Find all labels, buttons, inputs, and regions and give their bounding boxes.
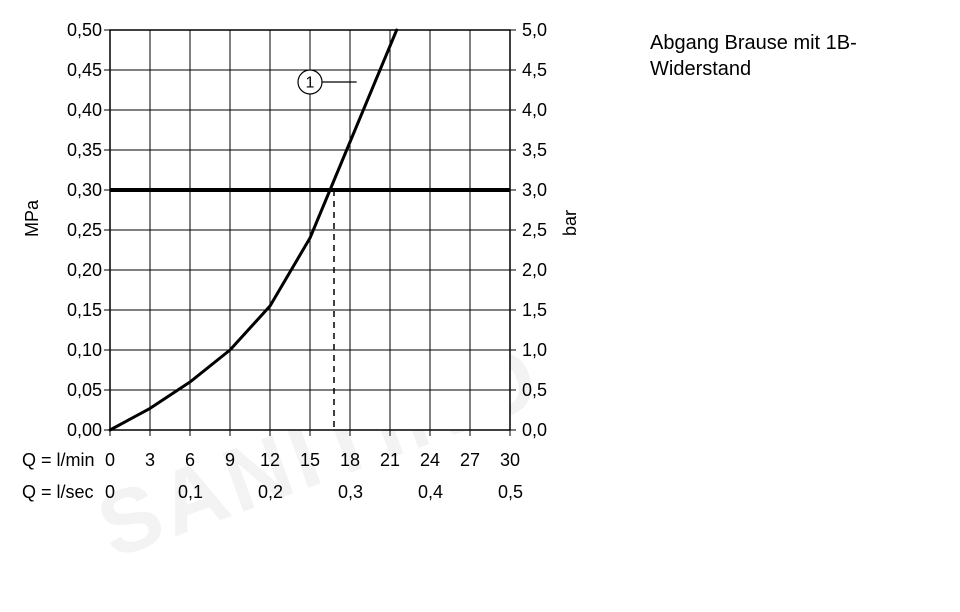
y-right-tick: 4,5 (522, 60, 572, 81)
legend-line1: Abgang Brause mit 1B- (650, 32, 857, 54)
x-lsec-tick: 0,2 (258, 482, 283, 503)
y-right-tick: 5,0 (522, 20, 572, 41)
x-lmin-tick: 12 (260, 450, 280, 471)
y-left-tick: 0,30 (52, 180, 102, 201)
y-left-tick: 0,45 (52, 60, 102, 81)
y-left-tick: 0,20 (52, 260, 102, 281)
x-lmin-tick: 6 (185, 450, 195, 471)
x-lmin-tick: 21 (380, 450, 400, 471)
y-right-unit: bar (560, 210, 581, 236)
x-lsec-tick: 0,3 (338, 482, 363, 503)
y-left-unit: MPa (22, 200, 43, 237)
x-lmin-tick: 15 (300, 450, 320, 471)
x-lsec-tick: 0 (105, 482, 115, 503)
x-lmin-label: Q = l/min (22, 450, 95, 471)
x-lmin-tick: 24 (420, 450, 440, 471)
y-left-tick: 0,00 (52, 420, 102, 441)
x-lmin-tick: 27 (460, 450, 480, 471)
y-right-tick: 3,0 (522, 180, 572, 201)
y-left-tick: 0,15 (52, 300, 102, 321)
y-right-tick: 0,0 (522, 420, 572, 441)
x-lmin-tick: 0 (105, 450, 115, 471)
legend-line2: Widerstand (650, 58, 751, 80)
flow-pressure-chart: SANITINO1 (0, 0, 960, 612)
y-right-tick: 3,5 (522, 140, 572, 161)
x-lmin-tick: 30 (500, 450, 520, 471)
y-left-tick: 0,25 (52, 220, 102, 241)
x-lsec-tick: 0,1 (178, 482, 203, 503)
x-lsec-label: Q = l/sec (22, 482, 94, 503)
y-left-tick: 0,40 (52, 100, 102, 121)
legend-text: Abgang Brause mit 1B- Widerstand (650, 30, 857, 82)
y-right-tick: 1,5 (522, 300, 572, 321)
x-lsec-tick: 0,5 (498, 482, 523, 503)
y-right-tick: 4,0 (522, 100, 572, 121)
y-right-tick: 2,0 (522, 260, 572, 281)
x-lmin-tick: 18 (340, 450, 360, 471)
y-left-tick: 0,35 (52, 140, 102, 161)
svg-text:1: 1 (306, 75, 315, 92)
y-left-tick: 0,10 (52, 340, 102, 361)
x-lmin-tick: 3 (145, 450, 155, 471)
y-right-tick: 0,5 (522, 380, 572, 401)
chart-container: SANITINO1 Abgang Brause mit 1B- Widersta… (0, 0, 960, 612)
x-lmin-tick: 9 (225, 450, 235, 471)
x-lsec-tick: 0,4 (418, 482, 443, 503)
y-left-tick: 0,50 (52, 20, 102, 41)
y-left-tick: 0,05 (52, 380, 102, 401)
y-right-tick: 1,0 (522, 340, 572, 361)
